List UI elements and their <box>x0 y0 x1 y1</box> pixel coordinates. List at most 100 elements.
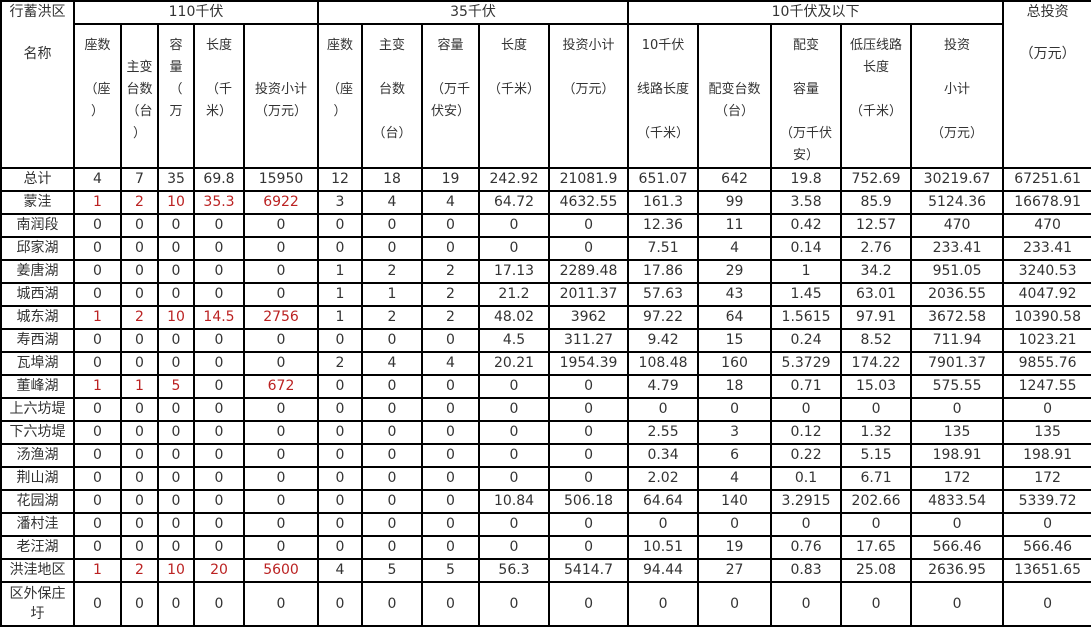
value-cell: 0 <box>157 397 195 422</box>
value-cell: 19.8 <box>770 167 843 192</box>
value-cell: 64.64 <box>627 489 700 514</box>
value-cell: 0 <box>193 328 245 353</box>
col-header: 容量 （万千 伏安） <box>421 23 481 169</box>
value-cell: 0 <box>242 512 320 537</box>
table-row: 老汪湖 0 0 0 0 0 0 0 0 0 0 10.51 19 0.76 17.65 566.46 566.4… <box>0 535 1091 560</box>
value-cell: 0 <box>73 282 122 307</box>
table-row: 荆山湖 0 0 0 0 0 0 0 0 0 0 2.02 4 0.1 6.71 172 172 <box>0 466 1091 491</box>
value-cell: 1 <box>73 190 122 215</box>
value-cell: 0 <box>73 512 122 537</box>
value-cell: 0 <box>157 328 195 353</box>
value-cell: 0 <box>361 443 424 468</box>
value-cell: 69.8 <box>193 167 245 192</box>
table-row: 总计 4 7 35 69.8 15950 12 18 19 242.92 21081.9 651.07… <box>0 167 1091 192</box>
value-cell: 21081.9 <box>548 167 630 192</box>
value-cell: 48.02 <box>478 305 551 330</box>
value-cell: 25.08 <box>840 558 913 583</box>
region-name-cell: 洪洼地区 <box>0 558 75 583</box>
region-name-cell: 下六坊堤 <box>0 420 75 445</box>
value-cell: 57.63 <box>627 282 700 307</box>
region-name-cell: 城西湖 <box>0 282 75 307</box>
value-cell: 4 <box>421 351 481 376</box>
value-cell: 0 <box>157 581 195 627</box>
value-cell: 0 <box>548 374 630 399</box>
value-cell: 0 <box>421 397 481 422</box>
value-cell: 0 <box>73 213 122 238</box>
value-cell: 30219.67 <box>910 167 1005 192</box>
value-cell: 0 <box>478 420 551 445</box>
value-cell: 0 <box>157 259 195 284</box>
value-cell: 94.44 <box>627 558 700 583</box>
region-name-cell: 寿西湖 <box>0 328 75 353</box>
value-cell: 2 <box>120 305 159 330</box>
value-cell: 0 <box>73 351 122 376</box>
value-cell: 0 <box>361 374 424 399</box>
value-cell: 566.46 <box>1002 535 1091 560</box>
value-cell: 0 <box>157 282 195 307</box>
value-cell: 0 <box>120 581 159 627</box>
col-header: 低压线路 长度 （千米） <box>840 23 913 169</box>
value-cell: 4833.54 <box>910 489 1005 514</box>
value-cell: 0 <box>478 535 551 560</box>
value-cell: 174.22 <box>840 351 913 376</box>
value-cell: 0 <box>73 466 122 491</box>
value-cell: 97.91 <box>840 305 913 330</box>
value-cell: 0 <box>770 581 843 627</box>
value-cell: 0 <box>840 397 913 422</box>
value-cell: 0.14 <box>770 236 843 261</box>
region-name-cell: 城东湖 <box>0 305 75 330</box>
value-cell: 0 <box>627 581 700 627</box>
col-header: 座数 （座 ） <box>73 23 122 169</box>
value-cell: 7901.37 <box>910 351 1005 376</box>
value-cell: 0 <box>157 236 195 261</box>
value-cell: 4.5 <box>478 328 551 353</box>
value-cell: 5124.36 <box>910 190 1005 215</box>
value-cell: 10 <box>157 558 195 583</box>
value-cell: 470 <box>910 213 1005 238</box>
value-cell: 0 <box>317 443 364 468</box>
value-cell: 2 <box>120 558 159 583</box>
col-header: 投资小计 （万元） <box>242 23 320 169</box>
value-cell: 13651.65 <box>1002 558 1091 583</box>
value-cell: 642 <box>697 167 773 192</box>
value-cell: 3672.58 <box>910 305 1005 330</box>
value-cell: 0 <box>242 328 320 353</box>
value-cell: 0 <box>548 420 630 445</box>
value-cell: 1247.55 <box>1002 374 1091 399</box>
col-header: 10千伏 线路长度 （千米） <box>627 23 700 169</box>
value-cell: 242.92 <box>478 167 551 192</box>
value-cell: 4 <box>317 558 364 583</box>
value-cell: 2.55 <box>627 420 700 445</box>
value-cell: 2 <box>421 282 481 307</box>
region-name-cell: 董峰湖 <box>0 374 75 399</box>
value-cell: 15.03 <box>840 374 913 399</box>
value-cell: 0.42 <box>770 213 843 238</box>
value-cell: 0 <box>73 236 122 261</box>
value-cell: 0 <box>361 328 424 353</box>
table-row: 邱家湖 0 0 0 0 0 0 0 0 0 0 7.51 4 0.14 2.76 233.41 233.41 <box>0 236 1091 261</box>
value-cell: 35 <box>157 167 195 192</box>
value-cell: 0 <box>120 213 159 238</box>
value-cell: 0 <box>73 397 122 422</box>
value-cell: 0.22 <box>770 443 843 468</box>
value-cell: 0 <box>242 489 320 514</box>
value-cell: 752.69 <box>840 167 913 192</box>
value-cell: 172 <box>910 466 1005 491</box>
value-cell: 0 <box>361 489 424 514</box>
value-cell: 0 <box>193 466 245 491</box>
col-header: 主变 台数 （台） <box>361 23 424 169</box>
value-cell: 0 <box>548 443 630 468</box>
value-cell: 2.02 <box>627 466 700 491</box>
value-cell: 0 <box>317 581 364 627</box>
value-cell: 311.27 <box>548 328 630 353</box>
value-cell: 108.48 <box>627 351 700 376</box>
value-cell: 0 <box>697 397 773 422</box>
value-cell: 0 <box>157 512 195 537</box>
value-cell: 0 <box>157 213 195 238</box>
value-cell: 0 <box>193 443 245 468</box>
col-header: 投资小计 （万元） <box>548 23 630 169</box>
value-cell: 575.55 <box>910 374 1005 399</box>
value-cell: 34.2 <box>840 259 913 284</box>
